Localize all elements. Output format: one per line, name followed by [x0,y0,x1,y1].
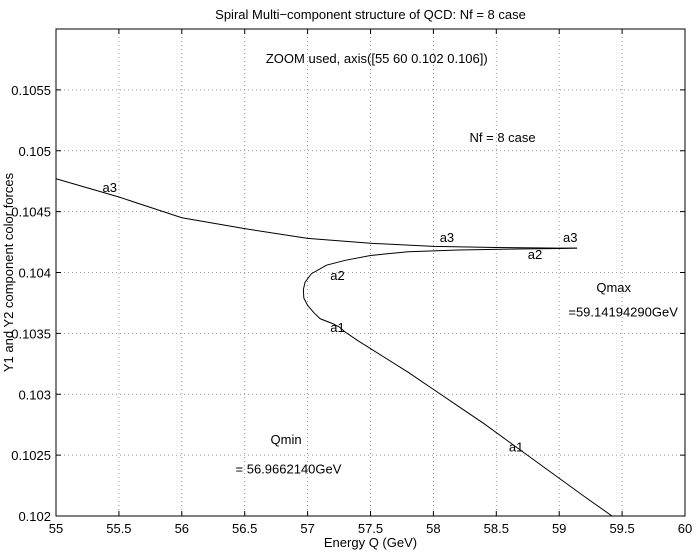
y-tick-label: 0.104 [18,266,51,281]
axis-ticks: 55 55.5 56 56.5 57 57.5 58 58.5 59 59.5 60 0.102 0.1… [11,29,692,536]
x-tick-label: 59 [552,521,566,536]
annotation: a2 [528,247,542,262]
x-axis-label: Energy Q (GeV) [324,535,417,550]
x-tick-label: 56.5 [232,521,257,536]
y-tick-label: 0.1055 [11,83,51,98]
curves [55,178,613,517]
series-line-a3 [55,178,578,249]
annotation: a3 [440,230,454,245]
x-tick-label: 57.5 [358,521,383,536]
y-tick-label: 0.1025 [11,448,51,463]
annotation: a1 [330,320,344,335]
y-tick-label: 0.1045 [11,205,51,220]
annotation: Qmax [596,280,631,295]
y-tick-label: 0.105 [18,144,51,159]
annotation: Nf = 8 case [470,130,536,145]
annotation: a3 [563,230,577,245]
annotation: Qmin [271,432,302,447]
chart-title: Spiral Multi−component structure of QCD:… [215,7,526,22]
x-tick-label: 59.5 [609,521,634,536]
annotation: a1 [509,439,523,454]
x-tick-label: 55 [49,521,63,536]
x-tick-label: 56 [175,521,189,536]
x-tick-label: 60 [678,521,692,536]
x-tick-label: 55.5 [106,521,131,536]
annotation: a3 [103,180,117,195]
y-tick-label: 0.1035 [11,326,51,341]
x-tick-label: 57 [300,521,314,536]
y-axis-label: Y1 and Y2 component color forces [1,172,16,372]
series-line-a1-a2 [302,247,613,517]
annotations: a3 a3 a3 a2 a2 a1 a1 Qmax =59.14194290GeV Qmin = 5… [103,51,679,476]
y-tick-label: 0.102 [18,509,51,524]
grid [56,29,685,516]
x-tick-label: 58 [426,521,440,536]
y-tick-label: 0.103 [18,387,51,402]
x-tick-label: 58.5 [484,521,509,536]
annotation: = 56.9662140GeV [236,461,342,476]
plot-area [55,28,686,517]
annotation: ZOOM used, axis([55 60 0.102 0.106]) [266,51,488,66]
annotation: a2 [330,268,344,283]
annotation: =59.14194290GeV [568,304,678,319]
